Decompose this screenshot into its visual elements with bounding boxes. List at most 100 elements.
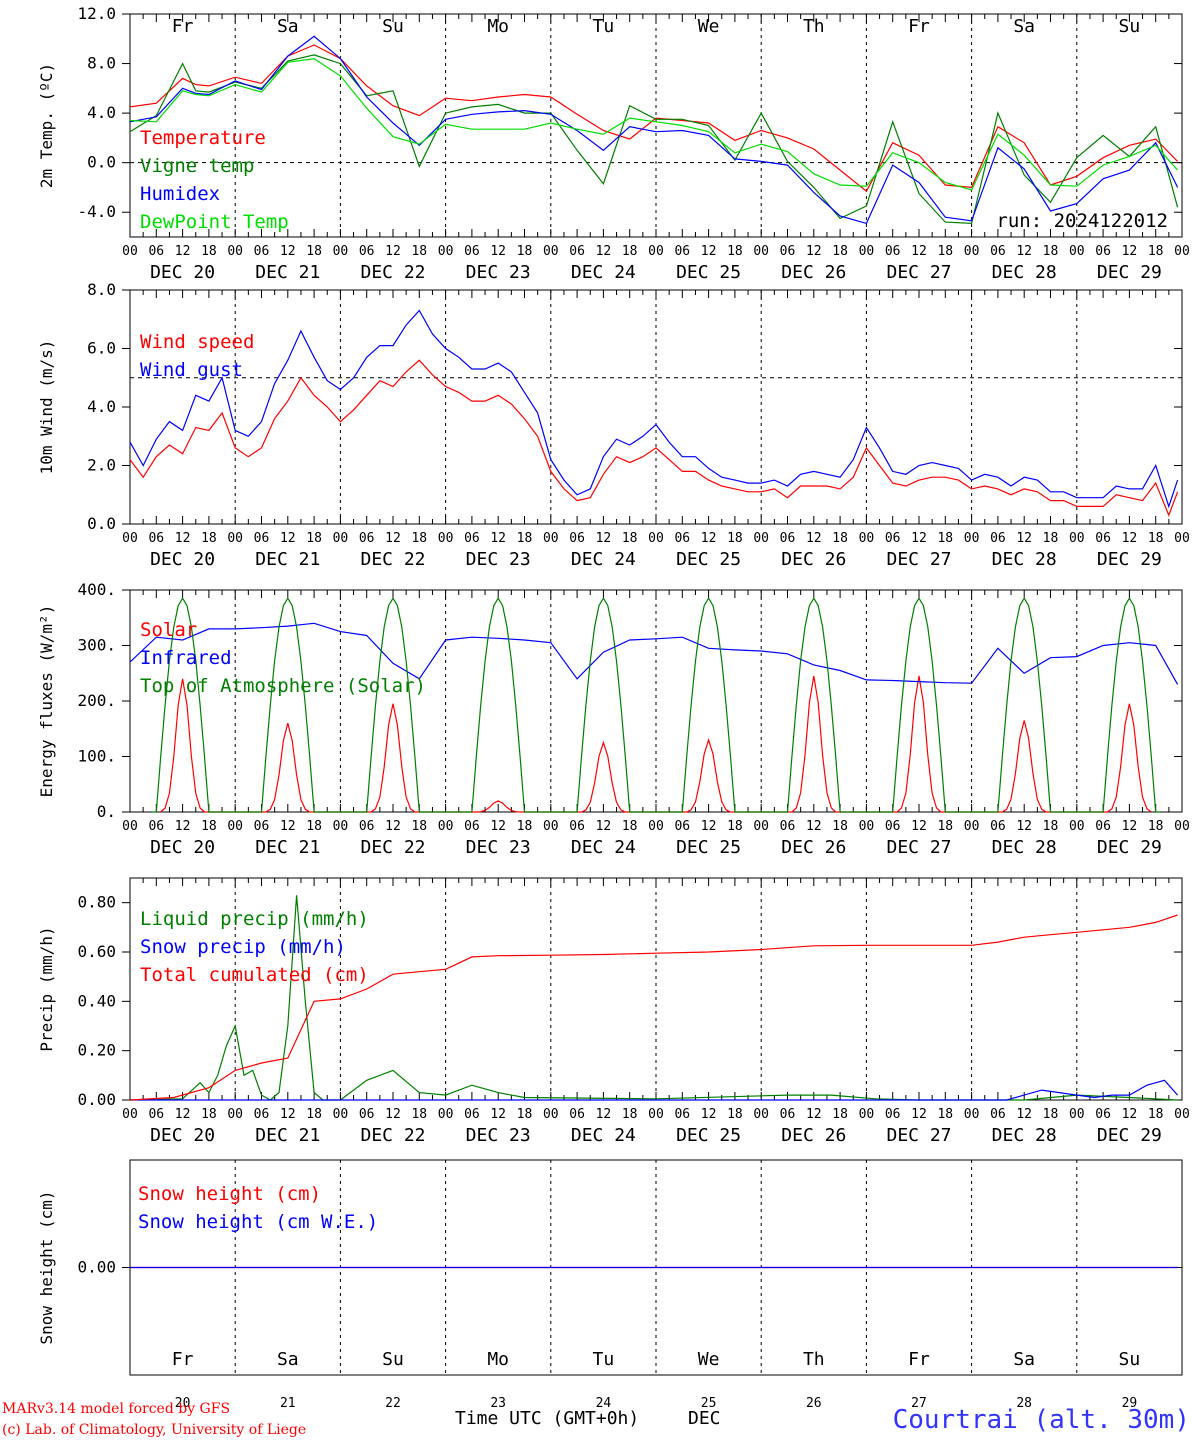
- hour-label: 00: [543, 819, 559, 834]
- hour-label: 12: [596, 531, 612, 546]
- hour-label: 12: [911, 244, 927, 259]
- weekday-label: Tu: [593, 1349, 615, 1370]
- hour-label: 18: [411, 1107, 427, 1122]
- hour-label: 18: [1043, 819, 1059, 834]
- hour-label: 12: [596, 244, 612, 259]
- date-label: DEC 24: [571, 1125, 636, 1146]
- hour-label: 12: [1016, 1107, 1032, 1122]
- date-label: DEC 20: [150, 549, 215, 570]
- series-line-top-of-atmosphere-solar-: [151, 597, 1161, 813]
- weekday-label: Su: [1119, 16, 1141, 37]
- date-label: DEC 23: [466, 262, 531, 283]
- date-label: DEC 22: [360, 549, 425, 570]
- y-tick-label: 12.0: [77, 4, 116, 23]
- date-label: DEC 21: [255, 837, 320, 858]
- date-label: DEC 27: [886, 837, 951, 858]
- hour-label: 06: [464, 1107, 480, 1122]
- hour-label: 06: [780, 819, 796, 834]
- y-tick-label: 0.40: [77, 991, 116, 1010]
- hour-label: 06: [1095, 819, 1111, 834]
- hour-label: 00: [648, 819, 664, 834]
- hour-label: 00: [648, 1107, 664, 1122]
- hour-label: 00: [753, 531, 769, 546]
- hour-label: 00: [333, 1107, 349, 1122]
- hour-label: 18: [832, 819, 848, 834]
- date-label: DEC 26: [781, 837, 846, 858]
- hour-label: 18: [937, 1107, 953, 1122]
- date-label: DEC 23: [466, 1125, 531, 1146]
- hour-label: 18: [517, 531, 533, 546]
- y-tick-label: 0.20: [77, 1041, 116, 1060]
- hour-label: 18: [622, 531, 638, 546]
- legend-item: Humidex: [140, 183, 220, 205]
- hour-label: 06: [464, 244, 480, 259]
- date-label: DEC 27: [886, 549, 951, 570]
- hour-label: 12: [490, 244, 506, 259]
- date-label: DEC 26: [781, 1125, 846, 1146]
- hour-label: 06: [990, 1107, 1006, 1122]
- weekday-label: Fr: [172, 16, 194, 37]
- hour-label: 18: [411, 244, 427, 259]
- hour-label: 12: [596, 819, 612, 834]
- hour-label: 12: [701, 531, 717, 546]
- location-title: Courtrai (alt. 30m): [893, 1405, 1190, 1435]
- y-tick-label: 200.: [77, 691, 116, 710]
- hour-label: 06: [885, 531, 901, 546]
- legend-item: Snow height (cm W.E.): [138, 1211, 378, 1233]
- y-tick-label: 0.00: [77, 1090, 116, 1109]
- hour-label: 00: [1174, 819, 1190, 834]
- y-axis-label: 10m Wind (m/s): [37, 340, 56, 475]
- hour-label: 00: [859, 1107, 875, 1122]
- y-tick-label: 0.: [97, 802, 116, 821]
- hour-label: 12: [175, 244, 191, 259]
- lab-credit: (c) Lab. of Climatology, University of L…: [2, 1422, 306, 1438]
- legend-item: Wind gust: [140, 359, 243, 381]
- hour-label: 12: [911, 819, 927, 834]
- hour-label: 06: [254, 819, 270, 834]
- hour-label: 12: [385, 1107, 401, 1122]
- hour-label: 06: [990, 819, 1006, 834]
- hour-label: 06: [148, 244, 164, 259]
- hour-label: 00: [859, 244, 875, 259]
- hour-label: 12: [280, 531, 296, 546]
- hour-label: 00: [859, 531, 875, 546]
- y-tick-label: 4.0: [87, 103, 116, 122]
- hour-label: 12: [175, 1107, 191, 1122]
- hour-label: 00: [1174, 1107, 1190, 1122]
- hour-label: 18: [937, 531, 953, 546]
- weekday-label: Su: [1119, 1349, 1141, 1370]
- hour-label: 06: [990, 244, 1006, 259]
- hour-label: 06: [674, 531, 690, 546]
- weekday-label: Sa: [1013, 1349, 1035, 1370]
- hour-label: 06: [569, 819, 585, 834]
- hour-label: 18: [306, 1107, 322, 1122]
- hour-label: 00: [753, 819, 769, 834]
- hour-label: 12: [701, 819, 717, 834]
- hour-label: 06: [780, 244, 796, 259]
- hour-label: 06: [674, 819, 690, 834]
- hour-label: 00: [227, 244, 243, 259]
- hour-label: 12: [490, 819, 506, 834]
- panel-1: 00 06 12 18 00 06 12 18 00 06 12 18 00 06 12 18 00 06 12 18…: [37, 280, 1190, 570]
- hour-label: 00: [227, 531, 243, 546]
- date-label: DEC 23: [466, 837, 531, 858]
- date-label: DEC 22: [360, 1125, 425, 1146]
- hour-label: 18: [727, 1107, 743, 1122]
- legend-item: Wind speed: [140, 331, 254, 353]
- weekday-label: Sa: [277, 16, 299, 37]
- date-label: DEC 29: [1097, 1125, 1162, 1146]
- hour-label: 00: [438, 244, 454, 259]
- legend-item: Snow precip (mm/h): [140, 936, 346, 958]
- hour-label: 18: [1148, 1107, 1164, 1122]
- hour-label: 12: [911, 531, 927, 546]
- hour-label: 12: [175, 531, 191, 546]
- hour-label: 18: [832, 244, 848, 259]
- hour-label: 06: [674, 244, 690, 259]
- hour-label: 18: [517, 1107, 533, 1122]
- y-tick-label: 6.0: [87, 339, 116, 358]
- y-tick-label: 8.0: [87, 280, 116, 299]
- x-axis-title: Time UTC (GMT+0h): [455, 1408, 639, 1429]
- series-line-wind-speed: [129, 359, 1179, 517]
- hour-label: 18: [727, 531, 743, 546]
- hour-label: 00: [1069, 244, 1085, 259]
